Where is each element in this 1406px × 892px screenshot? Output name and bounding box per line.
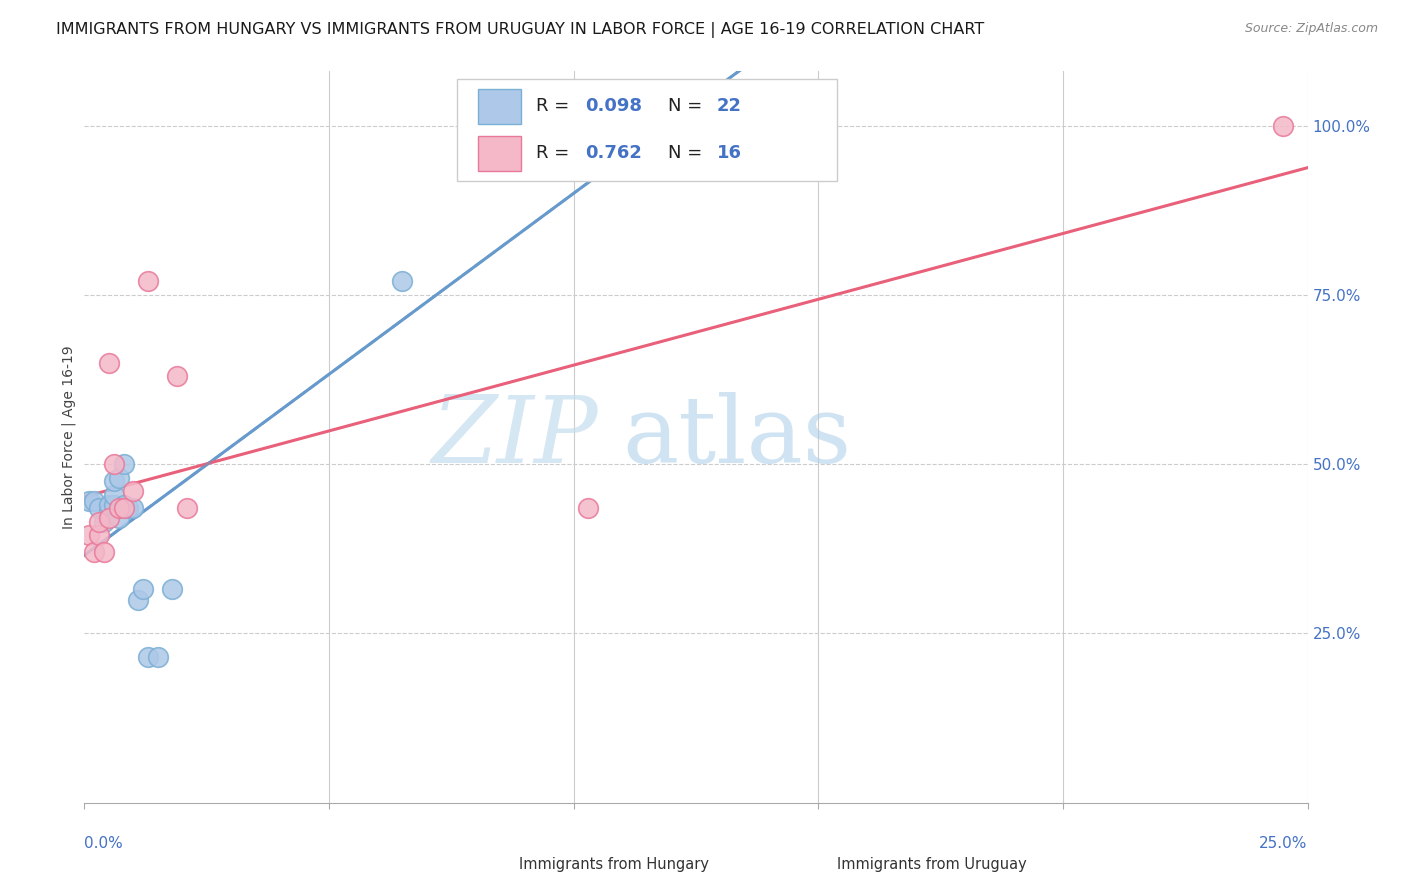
Point (103, 488, 125, 502)
Point (136, 274, 159, 288)
Text: Immigrants from Hungary: Immigrants from Hungary (519, 856, 709, 871)
Text: 25.0%: 25.0% (1260, 836, 1308, 851)
Point (97, 511, 120, 525)
Point (391, 274, 413, 288)
Point (122, 484, 145, 499)
Point (1272, 119, 1295, 133)
Point (176, 501, 198, 516)
Point (107, 471, 129, 485)
Point (93, 545, 115, 559)
Point (97, 498, 120, 512)
Point (112, 457, 135, 471)
Point (77, 494, 100, 508)
Point (83, 494, 105, 508)
Point (136, 650, 159, 665)
Point (103, 498, 125, 512)
Point (162, 582, 184, 597)
Point (146, 650, 169, 665)
Point (107, 511, 129, 525)
FancyBboxPatch shape (464, 853, 510, 876)
Text: R =: R = (536, 145, 575, 162)
Text: IMMIGRANTS FROM HUNGARY VS IMMIGRANTS FROM URUGUAY IN LABOR FORCE | AGE 16-19 CO: IMMIGRANTS FROM HUNGARY VS IMMIGRANTS FR… (56, 22, 984, 38)
Point (83, 545, 105, 559)
Text: 16: 16 (717, 145, 742, 162)
FancyBboxPatch shape (782, 853, 828, 876)
Point (87, 528, 110, 542)
Point (103, 457, 125, 471)
Point (112, 498, 135, 512)
Point (87, 515, 110, 529)
Point (97, 505, 120, 519)
Point (93, 515, 115, 529)
FancyBboxPatch shape (478, 89, 522, 124)
Y-axis label: In Labor Force | Age 16-19: In Labor Force | Age 16-19 (62, 345, 76, 529)
Text: atlas: atlas (623, 392, 852, 482)
Point (87, 501, 110, 516)
Point (132, 582, 155, 597)
Point (103, 474, 125, 488)
Point (77, 528, 100, 542)
Point (107, 501, 129, 516)
Point (97, 355, 120, 369)
Point (586, 142, 609, 156)
Point (112, 501, 135, 516)
Point (576, 501, 599, 516)
Point (117, 501, 139, 516)
Text: 0.098: 0.098 (585, 97, 641, 115)
Text: N =: N = (668, 145, 707, 162)
Text: Immigrants from Uruguay: Immigrants from Uruguay (837, 856, 1026, 871)
Point (127, 592, 149, 607)
Point (122, 501, 145, 516)
Text: 0.762: 0.762 (585, 145, 641, 162)
Text: ZIP: ZIP (432, 392, 598, 482)
Text: R =: R = (536, 97, 575, 115)
Text: Source: ZipAtlas.com: Source: ZipAtlas.com (1244, 22, 1378, 36)
Text: N =: N = (668, 97, 707, 115)
Point (166, 369, 188, 384)
FancyBboxPatch shape (478, 136, 522, 171)
Text: 22: 22 (717, 97, 742, 115)
Text: 0.0%: 0.0% (84, 836, 124, 851)
FancyBboxPatch shape (457, 78, 837, 181)
